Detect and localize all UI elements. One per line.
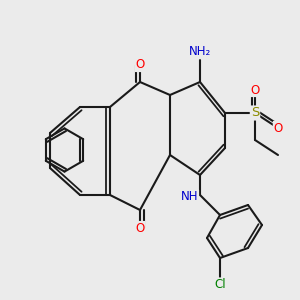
Text: NH₂: NH₂ bbox=[189, 46, 211, 59]
Text: S: S bbox=[251, 106, 259, 119]
Text: O: O bbox=[250, 83, 260, 97]
Text: NH: NH bbox=[181, 190, 199, 203]
Text: Cl: Cl bbox=[214, 278, 226, 291]
Text: O: O bbox=[135, 58, 145, 71]
Text: O: O bbox=[273, 122, 283, 134]
Text: O: O bbox=[135, 221, 145, 235]
